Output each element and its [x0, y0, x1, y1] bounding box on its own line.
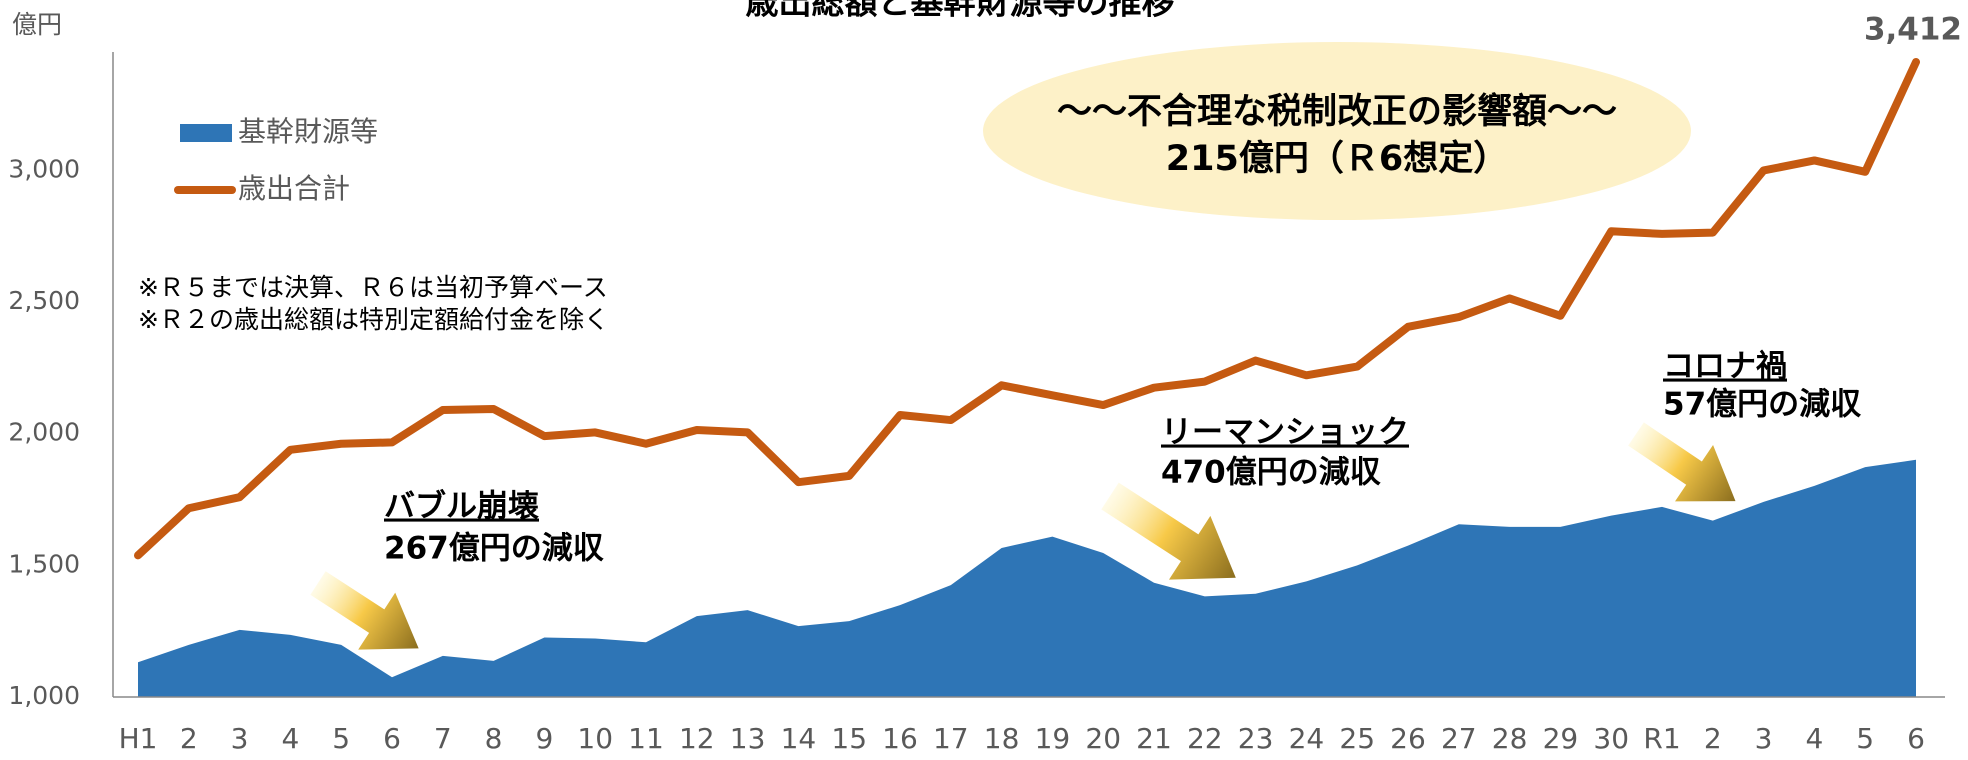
highlight-text: 215億円（Ｒ6想定） — [1166, 139, 1508, 179]
x-tick-label: 8 — [485, 722, 503, 755]
x-tick-label: 16 — [882, 722, 918, 755]
annotation-title: コロナ禍 — [1663, 349, 1787, 385]
annotation-text: 267億円の減収 — [384, 531, 604, 567]
x-tick-label: 7 — [434, 722, 452, 755]
x-tick-label: 29 — [1543, 722, 1579, 755]
x-tick-label: 3 — [231, 722, 249, 755]
x-tick-label: 14 — [781, 722, 817, 755]
highlight-bubble — [983, 42, 1691, 220]
arrow — [1628, 422, 1736, 502]
x-tick-label: 30 — [1593, 722, 1629, 755]
x-tick-label: 11 — [628, 722, 664, 755]
x-tick-label: 10 — [577, 722, 613, 755]
chart-title: 歳出総額と基幹財源等の推移 — [746, 0, 1175, 22]
value-label: 3,412 — [1864, 12, 1962, 48]
x-tick-label: 24 — [1289, 722, 1325, 755]
annotation-text: 470億円の減収 — [1161, 455, 1381, 491]
arrow — [1101, 482, 1236, 580]
annotation-title: バブル崩壊 — [384, 489, 539, 525]
x-tick-label: 15 — [831, 722, 867, 755]
x-tick-label: 2 — [180, 722, 198, 755]
annotation-text: 57億円の減収 — [1663, 387, 1861, 423]
x-tick-label: 20 — [1085, 722, 1121, 755]
y-tick-label: 1,000 — [8, 681, 80, 710]
x-tick-label: 9 — [535, 722, 553, 755]
x-tick-label: 27 — [1441, 722, 1477, 755]
y-unit: 億円 — [12, 10, 62, 39]
y-tick-label: 2,000 — [8, 418, 80, 447]
x-tick-label: R1 — [1643, 722, 1680, 755]
x-tick-label: 18 — [984, 722, 1020, 755]
y-tick-label: 1,500 — [8, 549, 80, 578]
x-tick-label: 4 — [281, 722, 299, 755]
note: ※Ｒ５までは決算、Ｒ６は当初予算ベース — [138, 273, 608, 302]
x-tick-label: 2 — [1704, 722, 1722, 755]
x-tick-label: 4 — [1805, 722, 1823, 755]
x-tick-label: 25 — [1339, 722, 1375, 755]
x-tick-label: 6 — [1907, 722, 1925, 755]
y-tick-label: 2,500 — [8, 286, 80, 315]
line — [134, 58, 1920, 560]
x-tick-label: 19 — [1035, 722, 1071, 755]
y-tick-label: 3,000 — [8, 154, 80, 183]
x-tick-label: 13 — [730, 722, 766, 755]
area — [138, 459, 1916, 697]
x-tick-label: 26 — [1390, 722, 1426, 755]
x-tick-label: 23 — [1238, 722, 1274, 755]
x-tick-label: 5 — [1856, 722, 1874, 755]
note: ※Ｒ２の歳出総額は特別定額給付金を除く — [138, 305, 609, 334]
x-tick-label: 17 — [933, 722, 969, 755]
x-tick-label: 22 — [1187, 722, 1223, 755]
x-tick-label: 6 — [383, 722, 401, 755]
x-tick-label: 3 — [1755, 722, 1773, 755]
annotation-title: リーマンショック — [1161, 415, 1409, 451]
x-tick-label: H1 — [119, 722, 158, 755]
x-tick-label: 21 — [1136, 722, 1172, 755]
x-tick-label: 12 — [679, 722, 715, 755]
x-tick-label: 28 — [1492, 722, 1528, 755]
x-tick-label: 5 — [332, 722, 350, 755]
plot — [134, 58, 1920, 697]
legend-label: 歳出合計 — [238, 172, 350, 205]
highlight-text: ～～不合理な税制改正の影響額～～ — [1057, 91, 1617, 132]
arrow — [310, 571, 419, 650]
legend-swatch — [180, 124, 232, 142]
legend-label: 基幹財源等 — [238, 115, 378, 148]
